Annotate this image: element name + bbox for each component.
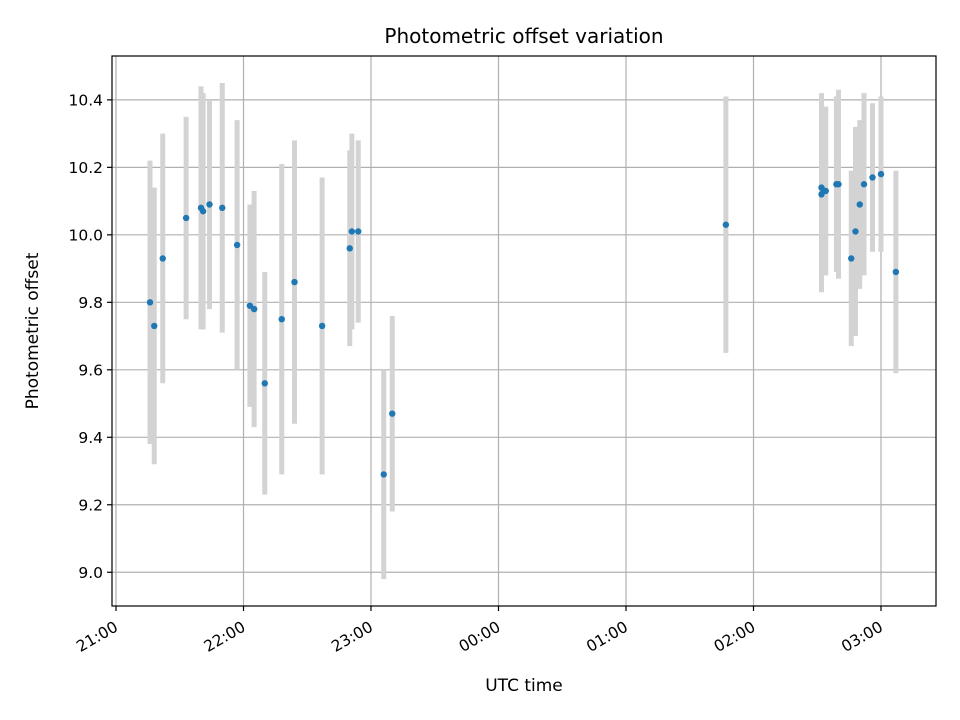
data-point — [250, 305, 258, 313]
data-point — [233, 241, 241, 249]
x-axis-label: UTC time — [485, 676, 563, 696]
data-point — [206, 201, 213, 208]
y-axis: 9.0 9.2 9.4 9.6 9.8 10.0 10.2 10.4 — [68, 91, 112, 582]
y-tick-label: 10.0 — [68, 226, 103, 244]
data-point — [869, 174, 876, 181]
data-point — [722, 221, 730, 228]
y-tick-label: 9.2 — [78, 496, 103, 514]
data-point — [877, 170, 885, 178]
data-point — [199, 208, 207, 215]
y-tick-label: 9.8 — [78, 294, 103, 312]
data-point — [318, 322, 326, 330]
data-points — [146, 170, 900, 478]
y-tick-label: 10.4 — [68, 91, 103, 109]
data-point — [159, 255, 166, 262]
data-point — [822, 187, 829, 195]
plot-frame — [111, 55, 937, 607]
data-point — [146, 299, 154, 306]
y-tick-label: 9.0 — [78, 564, 103, 582]
data-point — [860, 181, 868, 188]
data-point — [348, 228, 356, 235]
data-point — [389, 410, 396, 417]
y-tick-label: 9.4 — [78, 429, 103, 447]
data-point — [892, 268, 900, 276]
data-point — [856, 201, 863, 208]
chart-title: Photometric offset variation — [384, 24, 663, 48]
data-point — [261, 380, 268, 387]
data-point — [355, 228, 362, 235]
data-point — [346, 245, 353, 252]
y-axis-label: Photometric offset — [23, 252, 43, 409]
data-point — [278, 315, 285, 323]
data-point — [151, 322, 158, 330]
data-point — [219, 204, 226, 212]
data-point — [291, 278, 298, 286]
y-tick-label: 9.6 — [78, 361, 103, 379]
data-point — [848, 255, 855, 262]
data-point — [182, 214, 190, 222]
data-point — [835, 181, 842, 188]
y-tick-label: 10.2 — [68, 159, 103, 177]
data-point — [380, 471, 387, 478]
data-point — [852, 228, 859, 235]
